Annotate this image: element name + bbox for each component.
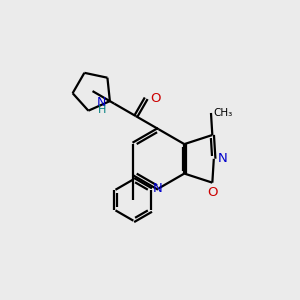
Text: N: N (217, 152, 227, 165)
Text: N: N (97, 96, 106, 109)
Text: CH₃: CH₃ (213, 108, 232, 118)
Text: H: H (98, 104, 106, 115)
Text: N: N (152, 182, 162, 195)
Text: O: O (207, 186, 217, 199)
Text: O: O (151, 92, 161, 105)
